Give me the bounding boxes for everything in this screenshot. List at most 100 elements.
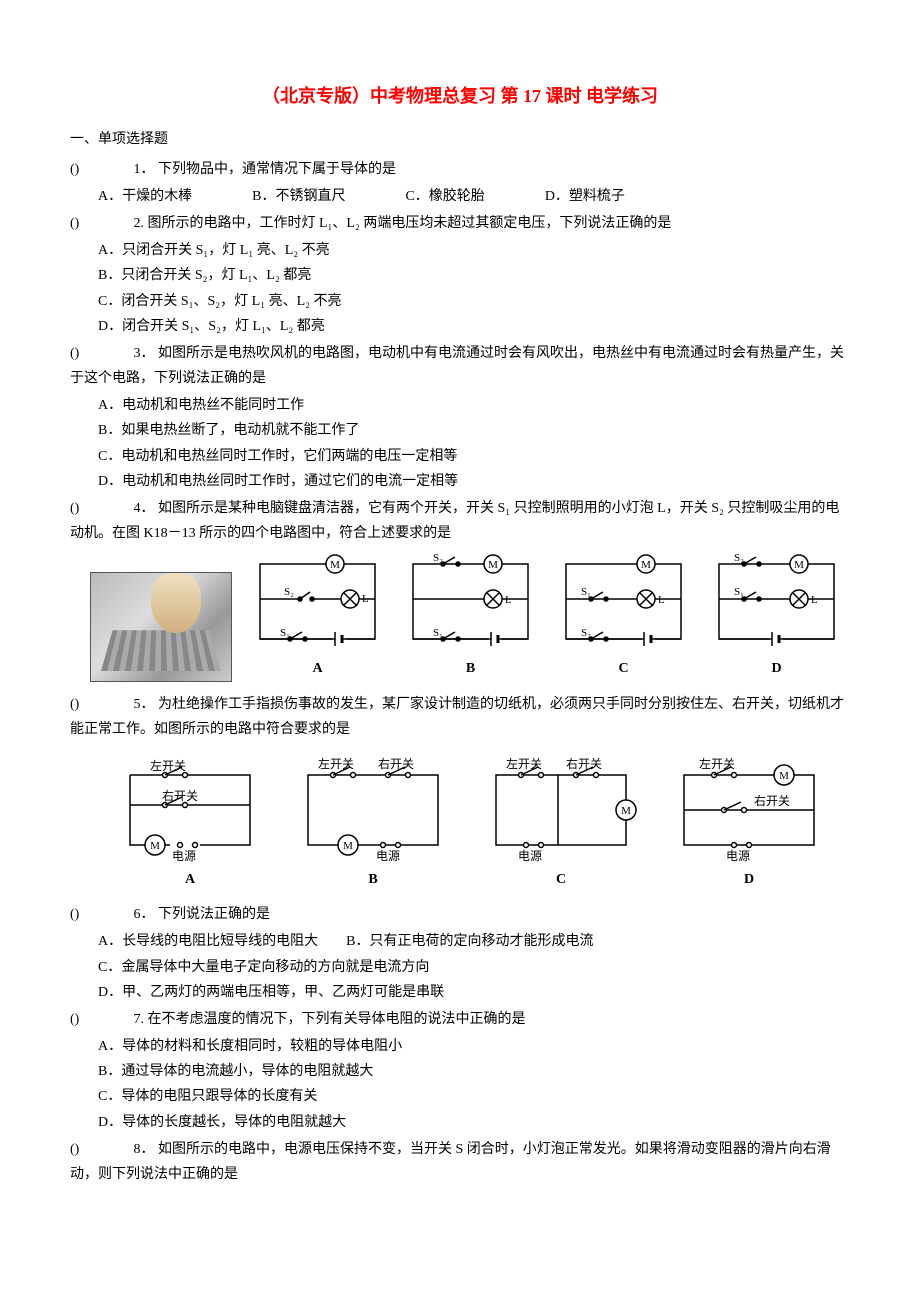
svg-text:S₂: S₂ (581, 627, 591, 639)
svg-text:S₁: S₁ (734, 586, 744, 598)
svg-text:M: M (330, 559, 340, 571)
svg-text:M: M (621, 805, 631, 817)
svg-text:电源: 电源 (376, 849, 400, 863)
q5-circuit-c: 左开关 右开关 M 电源 C (476, 750, 646, 892)
q-stem: 下列物品中，通常情况下属于导体的是 (158, 162, 396, 177)
svg-text:电源: 电源 (172, 849, 196, 863)
svg-text:左开关: 左开关 (506, 756, 542, 771)
q4-circuit-c: M L S₁ S₂ C (556, 554, 691, 681)
option-d: D．导体的长度越长，导体的电阻就越大 (70, 1110, 850, 1135)
q5-circuit-d: 左开关 右开关 M 电源 D (664, 750, 834, 892)
question-4: 4． 如图所示是某种电脑键盘清洁器，它有两个开关，开关 S₁ 只控制照明用的小灯… (70, 496, 850, 546)
q4-circuit-d: M L S₂ S₁ D (709, 554, 844, 681)
q4-circuit-a: M L S₂ S₁ A (250, 554, 385, 681)
q-stem: 如图所示的电路中，电源电压保持不变，当开关 S 闭合时，小灯泡正常发光。如果将滑… (70, 1142, 831, 1182)
page-title: （北京专版）中考物理总复习 第 17 课时 电学练习 (70, 80, 850, 112)
section-heading: 一、单项选择题 (70, 127, 850, 152)
q-stem: 下列说法正确的是 (158, 907, 270, 922)
answer-blank (70, 211, 130, 236)
svg-text:左开关: 左开关 (699, 756, 735, 771)
q-number: 3． (134, 346, 155, 361)
option-b: B．只有正电荷的定向移动才能形成电流 (346, 934, 593, 949)
answer-blank (70, 496, 130, 521)
question-7: 7. 在不考虑温度的情况下，下列有关导体电阻的说法中正确的是 (70, 1007, 850, 1032)
question-8: 8． 如图所示的电路中，电源电压保持不变，当开关 S 闭合时，小灯泡正常发光。如… (70, 1137, 850, 1187)
svg-text:电源: 电源 (518, 849, 542, 863)
svg-text:右开关: 右开关 (566, 756, 602, 771)
answer-blank (70, 157, 130, 182)
option-b: B．如果电热丝断了，电动机就不能工作了 (70, 418, 850, 443)
svg-text:右开关: 右开关 (754, 793, 790, 808)
option-d: D．塑料梳子 (545, 184, 625, 209)
svg-text:S₂: S₂ (284, 586, 294, 598)
svg-text:S₁: S₁ (581, 586, 591, 598)
option-b: B．不锈钢直尺 (252, 184, 345, 209)
svg-text:右开关: 右开关 (162, 788, 198, 803)
answer-blank (70, 1007, 130, 1032)
question-3: 3． 如图所示是电热吹风机的电路图，电动机中有电流通过时会有风吹出，电热丝中有电… (70, 341, 850, 391)
question-1: 1． 下列物品中，通常情况下属于导体的是 (70, 157, 850, 182)
keyboard-cleaner-photo (90, 572, 232, 682)
option-d: D．甲、乙两灯的两端电压相等，甲、乙两灯可能是串联 (70, 980, 850, 1005)
svg-text:S₁: S₁ (280, 627, 290, 639)
svg-text:M: M (641, 559, 651, 571)
svg-text:S₁: S₁ (433, 627, 443, 639)
svg-text:L: L (658, 594, 665, 606)
label-d: D (709, 656, 844, 681)
svg-text:左开关: 左开关 (150, 758, 186, 773)
svg-text:M: M (488, 559, 498, 571)
q1-options: A．干燥的木棒 B．不锈钢直尺 C．橡胶轮胎 D．塑料梳子 (70, 184, 850, 209)
svg-text:S₂: S₂ (734, 554, 744, 564)
option-a: A．电动机和电热丝不能同时工作 (70, 393, 850, 418)
option-a: A．长导线的电阻比短导线的电阻大 (98, 934, 318, 949)
q-number: 4． (134, 501, 155, 516)
svg-text:L: L (362, 593, 369, 605)
question-2: 2. 图所示的电路中，工作时灯 L₁、L₂ 两端电压均未超过其额定电压，下列说法… (70, 211, 850, 236)
option-c: C．闭合开关 S₁、S₂，灯 L₁ 亮、L₂ 不亮 (70, 289, 850, 314)
q5-circuit-b: 左开关 右开关 M 电源 B (288, 750, 458, 892)
q-number: 6． (134, 907, 155, 922)
answer-blank (70, 341, 130, 366)
option-a: A．导体的材料和长度相同时，较粗的导体电阻小 (70, 1034, 850, 1059)
q5-figures: 左开关 右开关 M 电源 A 左开关 右开关 M 电源 (110, 750, 850, 892)
option-d: D．电动机和电热丝同时工作时，通过它们的电流一定相等 (70, 469, 850, 494)
q-stem: 在不考虑温度的情况下，下列有关导体电阻的说法中正确的是 (148, 1012, 526, 1027)
option-a: A．只闭合开关 S₁，灯 L₁ 亮、L₂ 不亮 (70, 238, 850, 263)
q-stem: 图所示的电路中，工作时灯 L₁、L₂ 两端电压均未超过其额定电压，下列说法正确的… (148, 216, 672, 231)
option-a: A．干燥的木棒 (98, 184, 192, 209)
svg-text:M: M (343, 840, 353, 852)
q-stem: 如图所示是某种电脑键盘清洁器，它有两个开关，开关 S₁ 只控制照明用的小灯泡 L… (70, 501, 839, 541)
option-c: C．导体的电阻只跟导体的长度有关 (70, 1084, 850, 1109)
svg-text:M: M (150, 840, 160, 852)
q-number: 8． (134, 1142, 155, 1157)
svg-text:左开关: 左开关 (318, 756, 354, 771)
q-number: 1． (134, 162, 155, 177)
q5-circuit-a: 左开关 右开关 M 电源 A (110, 750, 270, 892)
option-c: C．金属导体中大量电子定向移动的方向就是电流方向 (70, 955, 850, 980)
label-c: C (556, 656, 691, 681)
option-d: D．闭合开关 S₁、S₂，灯 L₁、L₂ 都亮 (70, 314, 850, 339)
option-b: B．通过导体的电流越小，导体的电阻就越大 (70, 1059, 850, 1084)
question-6: 6． 下列说法正确的是 (70, 902, 850, 927)
answer-blank (70, 692, 130, 717)
q4-figures: M L S₂ S₁ A (90, 554, 850, 681)
option-b: B．只闭合开关 S₂，灯 L₁、L₂ 都亮 (70, 263, 850, 288)
question-5: 5． 为杜绝操作工手指损伤事故的发生，某厂家设计制造的切纸机，必须两只手同时分别… (70, 692, 850, 742)
option-c: C．电动机和电热丝同时工作时，它们两端的电压一定相等 (70, 444, 850, 469)
svg-text:S₂: S₂ (433, 554, 443, 564)
label-c: C (476, 867, 646, 892)
q-number: 7. (134, 1012, 145, 1027)
q-number: 5． (134, 697, 155, 712)
svg-text:L: L (505, 594, 512, 606)
label-a: A (250, 656, 385, 681)
label-b: B (403, 656, 538, 681)
q4-circuit-b: M L S₂ S₁ B (403, 554, 538, 681)
svg-text:M: M (779, 770, 789, 782)
label-b: B (288, 867, 458, 892)
option-c: C．橡胶轮胎 (405, 184, 484, 209)
q-number: 2. (134, 216, 145, 231)
label-d: D (664, 867, 834, 892)
q-stem: 如图所示是电热吹风机的电路图，电动机中有电流通过时会有风吹出，电热丝中有电流通过… (70, 346, 844, 386)
label-a: A (110, 867, 270, 892)
svg-text:右开关: 右开关 (378, 756, 414, 771)
